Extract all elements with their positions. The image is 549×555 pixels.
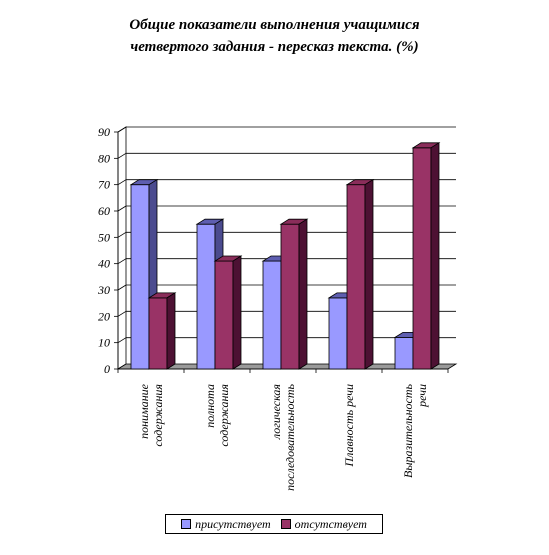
bar-side: [430, 142, 440, 370]
y-tick-label: 70: [98, 178, 110, 192]
side-wall: [117, 126, 127, 370]
bar-absent-4: [411, 142, 441, 370]
y-tick-label: 80: [98, 151, 110, 165]
category-labels: понимание содержания полнота содержания логи…: [137, 383, 429, 491]
category-label: последовательность: [283, 383, 297, 490]
y-tick-label: 90: [98, 125, 110, 139]
category-label: Выразительность: [401, 383, 415, 477]
gridline-diag: [117, 152, 127, 159]
bar-front: [328, 297, 348, 370]
y-tick-label: 10: [98, 336, 110, 350]
y-tick-label: 0: [104, 362, 110, 376]
legend: присутствует отсутствует: [165, 514, 383, 534]
category-label: понимание: [137, 383, 151, 439]
bar-front: [148, 297, 168, 370]
chart-title: Общие показатели выполнения учащимися че…: [0, 14, 549, 58]
bar-front: [346, 184, 366, 370]
gridline-diag: [117, 179, 127, 186]
gridline-diag: [117, 205, 127, 212]
bar-front: [214, 260, 234, 370]
bar-front: [262, 260, 282, 370]
bar-front: [130, 184, 150, 370]
bar-absent-2: [279, 218, 309, 370]
legend-swatch-absent: [280, 519, 291, 529]
category-label: содержания: [151, 384, 165, 447]
category-label: логическая: [269, 384, 283, 441]
chart-title-line-1: Общие показатели выполнения учащимися: [129, 17, 420, 33]
legend-label-present: присутствует: [195, 516, 271, 531]
y-tick-label: 30: [97, 283, 110, 297]
category-label: речи: [415, 384, 429, 408]
y-tick-label: 60: [98, 204, 110, 218]
bar-front: [412, 147, 432, 370]
bar-front: [280, 223, 300, 370]
bar-absent-3: [345, 178, 375, 370]
legend-item-present: присутствует: [181, 517, 271, 532]
legend-label-absent: отсутствует: [294, 516, 367, 531]
bar-absent-0: [147, 292, 177, 370]
y-tick-label: 50: [98, 230, 110, 244]
bar-side: [166, 292, 176, 370]
gridline-diag: [117, 310, 127, 317]
bars: [129, 142, 441, 370]
chart-title-line-2: четвертого задания - пересказ текста. (%…: [130, 39, 419, 55]
category-label: Плавность речи: [342, 384, 356, 468]
category-label: полнота: [203, 384, 217, 428]
y-tick-label: 20: [98, 309, 110, 323]
gridline-diag: [117, 258, 127, 265]
y-tick-labels: 0 10 20 30 40 50 60 70 80 90: [97, 125, 110, 376]
gridline-diag: [117, 126, 127, 133]
bar-front: [394, 336, 414, 370]
category-label: содержания: [217, 384, 231, 447]
bar-side: [232, 255, 242, 370]
legend-swatch-present: [181, 519, 192, 529]
legend-item-absent: отсутствует: [280, 516, 367, 532]
bar-absent-1: [213, 255, 243, 370]
gridline-diag: [117, 284, 127, 291]
y-tick-label: 40: [98, 257, 110, 271]
gridline-diag: [117, 231, 127, 238]
bar-side: [364, 178, 374, 370]
bar-front: [196, 223, 216, 370]
bar-side: [298, 218, 308, 370]
gridline-diag: [117, 337, 127, 344]
